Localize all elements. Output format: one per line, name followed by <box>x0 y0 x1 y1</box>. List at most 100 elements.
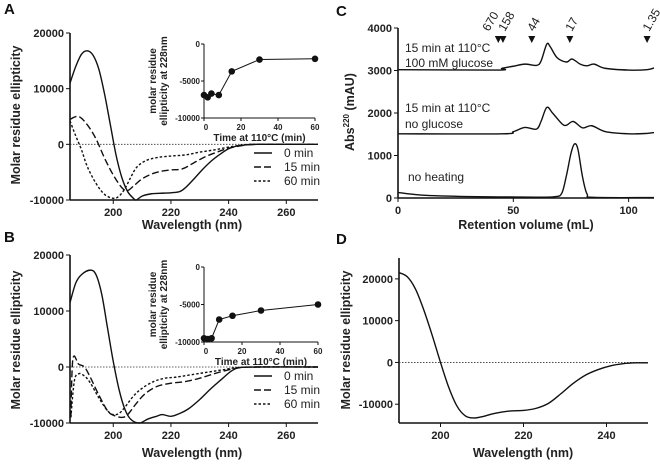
series-line <box>69 120 319 200</box>
inset-point <box>257 307 265 314</box>
x-axis-title: Wavelength (nm) <box>473 446 573 460</box>
series-line <box>69 269 319 424</box>
inset-point <box>229 312 236 320</box>
marker-label: 1.35 <box>640 6 660 34</box>
inset-point <box>228 68 236 75</box>
trace-annotation: no glucose <box>405 117 463 131</box>
inset-point <box>314 301 322 308</box>
y-axis-title: Molar residue ellipticity <box>339 270 353 409</box>
x-axis-title: Wavelength (nm) <box>142 218 242 232</box>
y-tick-label: 3000 <box>368 66 392 78</box>
x-tick-label: 0 <box>395 205 401 217</box>
y-axis-title: Molar residue ellipticity <box>9 270 23 409</box>
x-tick-label: 260 <box>277 207 295 219</box>
panel-letter: A <box>4 1 15 18</box>
panel-letter: B <box>4 229 15 246</box>
inset-y-title: ellipticity at 228nm <box>159 260 170 350</box>
trace-annotation: 15 min at 110°C <box>405 41 491 55</box>
y-title-unit: (mAU) <box>343 73 357 114</box>
x-tick-label: 240 <box>219 430 237 442</box>
inset-chart: 0 20 40 60 -10000 -5000 0 Time at 110°C (min) mo… <box>148 260 323 368</box>
x-tick-label: 40 <box>274 123 283 132</box>
marker-triangle <box>528 36 536 43</box>
x-tick-label: 220 <box>162 430 180 442</box>
x-tick-label: 220 <box>514 430 532 442</box>
x-tick-label: 60 <box>311 123 320 132</box>
x-tick-label: 220 <box>162 207 180 219</box>
y-tick-label: 10000 <box>33 84 64 96</box>
y-tick-label: 0 <box>196 263 201 272</box>
trace-annotation: no heating <box>408 170 464 184</box>
series-line <box>398 271 649 419</box>
series-line <box>397 106 655 135</box>
x-tick-label: 200 <box>104 430 122 442</box>
series-line <box>397 42 655 71</box>
x-axis-title: Retention volume (mL) <box>458 218 593 232</box>
inset-point <box>311 55 319 63</box>
x-tick-label: 60 <box>314 347 323 356</box>
x-tick-label: 200 <box>431 430 449 442</box>
y-title-main: Abs <box>343 127 357 151</box>
y-tick-label: 0 <box>386 193 392 205</box>
inset-x-title: Time at 110°C (min) <box>215 357 307 368</box>
marker-triangle <box>566 36 574 43</box>
y-tick-label: -10000 <box>359 399 393 411</box>
y-tick-label: 4000 <box>368 23 392 35</box>
x-axis-title: Wavelength (nm) <box>142 446 242 460</box>
x-tick-label: 240 <box>219 207 237 219</box>
legend-label: 0 min <box>284 146 313 160</box>
inset-point <box>256 56 263 63</box>
legend-label: 15 min <box>284 160 320 174</box>
inset-line <box>203 58 316 98</box>
y-axis-title: Abs220 (mAU) <box>342 73 357 151</box>
marker-triangle <box>494 36 502 43</box>
y-tick-label: 1000 <box>368 151 392 163</box>
y-tick-label: 0 <box>196 40 201 49</box>
panel-a: 200 220 240 260-1000001000020000Wavelength … <box>9 28 320 232</box>
panel-letter: C <box>336 3 347 20</box>
inset-y-title: molar residue <box>148 48 159 114</box>
legend-label: 0 min <box>284 369 313 383</box>
inset-point <box>208 90 215 97</box>
y-tick-label: 20000 <box>362 274 393 286</box>
inset-y-title: ellipticity at 228nm <box>159 36 170 126</box>
x-tick-label: 0 <box>204 347 209 356</box>
legend-label: 60 min <box>284 397 320 411</box>
y-tick-label: -5000 <box>180 77 201 86</box>
series-line <box>70 366 319 418</box>
x-tick-label: 20 <box>237 123 246 132</box>
y-tick-label: 10000 <box>362 316 393 328</box>
x-tick-label: 200 <box>104 207 122 219</box>
x-tick-label: 100 <box>619 205 637 217</box>
series-line <box>70 355 319 419</box>
series-line <box>69 115 319 192</box>
inset-point <box>215 316 223 323</box>
inset-point <box>215 91 223 99</box>
marker-label: 17 <box>562 15 581 34</box>
inset-point <box>208 334 215 342</box>
marker-triangle <box>499 36 507 43</box>
inset-y-title: molar residue <box>148 271 159 337</box>
x-tick-label: 0 <box>204 123 209 132</box>
y-tick-label: 0 <box>387 357 393 369</box>
inset-x-title: Time at 110°C (min) <box>213 133 305 144</box>
y-tick-label: 0 <box>58 139 64 151</box>
panel-d: 200 220 240 -10000 0 10000 20000 Wavelength (nm… <box>339 258 649 460</box>
y-tick-label: -10000 <box>175 114 200 123</box>
trace-annotation: 100 mM glucose <box>405 56 493 70</box>
y-tick-label: 0 <box>58 362 64 374</box>
y-tick-label: -10000 <box>30 195 64 207</box>
y-axis-title: Molar residue ellipticity <box>9 45 23 184</box>
x-tick-label: 260 <box>277 430 295 442</box>
panel-b: 200 220 240 260-1000001000020000Wavelength … <box>9 250 320 460</box>
marker-label: 44 <box>524 15 543 34</box>
series-line <box>397 143 655 199</box>
legend-label: 15 min <box>284 383 320 397</box>
legend-label: 60 min <box>284 174 320 188</box>
y-tick-label: 2000 <box>368 108 392 120</box>
x-tick-label: 20 <box>238 347 247 356</box>
inset-chart: 0 20 40 60 -10000 -5000 0 Time at 110°C (min) mo… <box>148 36 320 144</box>
x-tick-label: 50 <box>507 205 519 217</box>
y-title-sup: 220 <box>342 113 351 127</box>
